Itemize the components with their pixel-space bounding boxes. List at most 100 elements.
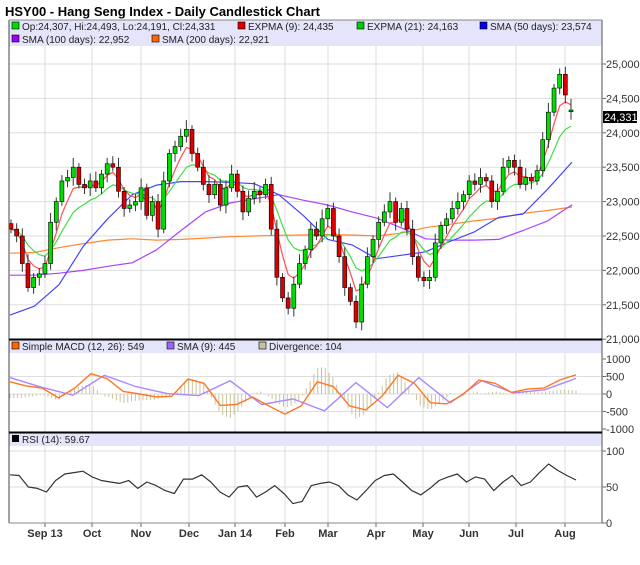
macd-y-tick-label: 1000 (606, 354, 630, 366)
candle-body (110, 163, 116, 168)
candle-body (534, 170, 540, 182)
candle-body (563, 74, 568, 96)
candle-body (449, 208, 455, 220)
candle-body (319, 218, 325, 237)
candle-body (229, 173, 234, 189)
candle-body (121, 190, 127, 209)
candle-body (42, 263, 48, 275)
y-tick-label: 25,000 (606, 59, 640, 71)
candle-body (59, 180, 65, 202)
macd-y-tick-label: -1000 (606, 424, 634, 436)
legend-item: SMA (50 days): 23,574 (490, 22, 592, 33)
candle-body (93, 180, 99, 189)
candle-body (444, 218, 449, 226)
candle-body (206, 184, 212, 196)
x-tick-label: May (412, 528, 434, 540)
candle-body (512, 160, 517, 168)
candle-body (161, 180, 167, 230)
rsi-line (9, 463, 577, 505)
candle-body (365, 256, 370, 285)
legend-swatch (356, 21, 365, 30)
macd-legend-band (9, 340, 602, 353)
candle-body (14, 228, 19, 237)
macd-y-tick-label: 500 (606, 372, 624, 384)
legend-item: RSI (14): 59.67 (22, 435, 90, 446)
legends: Op:24,307, Hi:24,493, Lo:24,191, Cl:24,3… (11, 21, 592, 446)
grid (9, 46, 602, 523)
candle-body (523, 177, 529, 185)
sma200-line (9, 206, 573, 254)
rsi-series (9, 463, 577, 505)
candle-body (297, 263, 302, 285)
candle-body (65, 177, 70, 182)
candle-body (427, 276, 432, 282)
candle-body (234, 173, 240, 192)
candle-body (280, 276, 285, 299)
y-tick-label: 23,000 (606, 197, 640, 209)
expma21-line (10, 125, 572, 272)
candle-body (478, 177, 483, 185)
candle-body (495, 190, 500, 202)
legend-item: Divergence: 104 (269, 342, 342, 353)
candle-body (178, 135, 183, 147)
macd-signal-line (9, 374, 577, 412)
candle-body (568, 109, 574, 112)
candle-body (506, 160, 512, 168)
rsi-y-tick-label: 0 (606, 518, 612, 530)
candle-body (263, 184, 268, 196)
candle-body (557, 74, 562, 89)
candle-body (336, 235, 342, 257)
candle-body (466, 180, 472, 196)
candle-body (376, 221, 381, 240)
candle-body (223, 187, 229, 206)
y-tick-label: 22,000 (606, 265, 640, 277)
macd-line (9, 373, 577, 415)
candle-body (393, 201, 398, 223)
candle-body (99, 173, 104, 189)
candle-body (217, 184, 223, 206)
x-tick-label: Apr (367, 528, 387, 540)
last-price-label: 24,331 (604, 112, 638, 124)
candle-body (291, 283, 297, 309)
candle-body (246, 197, 251, 213)
candle-body (348, 287, 353, 302)
legend-swatch (11, 341, 20, 350)
legend-item: SMA (100 days): 22,952 (22, 35, 130, 46)
macd-series (9, 367, 577, 419)
candles (8, 66, 574, 331)
candle-body (455, 201, 461, 209)
candle-body (53, 201, 59, 223)
candle-body (483, 177, 489, 182)
candle-body (421, 276, 427, 282)
candle-body (127, 204, 133, 209)
legend-item: EXPMA (9): 24,435 (248, 22, 334, 33)
legend-swatch (11, 34, 20, 43)
candle-body (274, 228, 280, 278)
candle-body (240, 190, 246, 213)
candle-body (195, 153, 200, 168)
candle-body (314, 228, 319, 237)
candle-body (387, 201, 393, 213)
x-tick-label: Jul (508, 528, 524, 540)
x-tick-label: Mar (318, 528, 338, 540)
candle-body (359, 283, 365, 323)
legend-swatch (237, 21, 246, 30)
candle-body (20, 235, 25, 264)
candle-body (489, 180, 495, 202)
candle-body (438, 225, 444, 244)
sma100-line (10, 194, 573, 276)
rsi-legend-band (9, 433, 602, 446)
legend-item: SMA (200 days): 22,921 (162, 35, 270, 46)
candle-body (201, 166, 206, 185)
legend-swatch (11, 21, 20, 30)
candle-body (8, 223, 14, 230)
candle-body (82, 184, 87, 189)
y-tick-label: 21,500 (606, 300, 640, 312)
legend-item: Op:24,307, Hi:24,493, Lo:24,191, Cl:24,3… (22, 22, 216, 33)
legend-item: Simple MACD (12, 26): 549 (22, 342, 145, 353)
candle-body (172, 146, 178, 154)
candle-body (133, 201, 138, 206)
candle-body (410, 228, 415, 257)
legend-swatch (166, 341, 175, 350)
